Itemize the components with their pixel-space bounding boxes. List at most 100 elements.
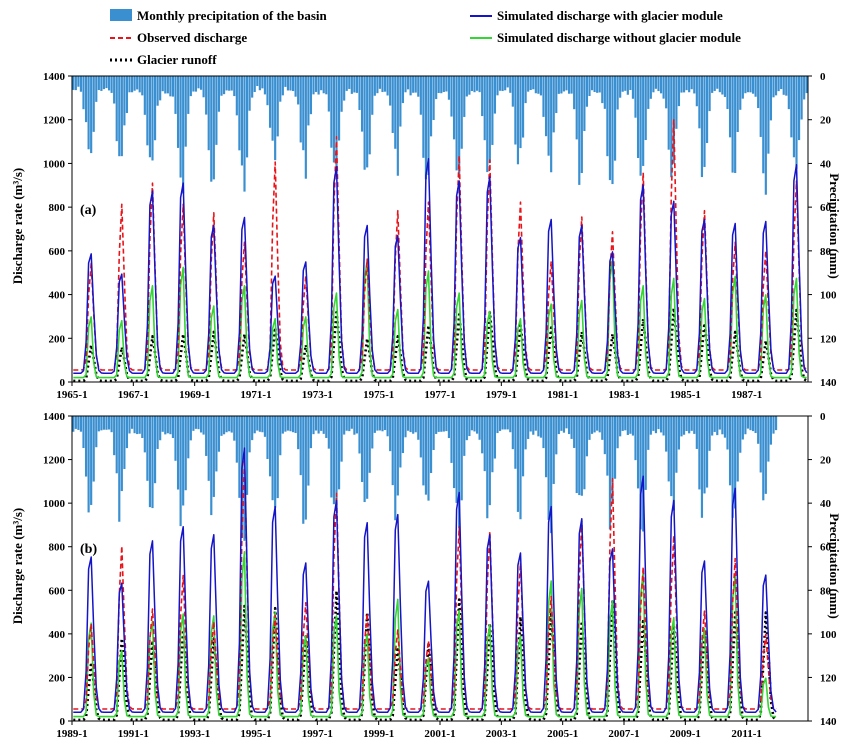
x-tick-label: 1975-1 (363, 389, 394, 401)
precip-bar (417, 416, 420, 440)
precip-bar (690, 416, 693, 431)
precip-bar (726, 416, 729, 450)
precip-bar (665, 76, 668, 109)
precip-bar (705, 416, 709, 488)
precip-bar (450, 416, 453, 463)
precip-bar (544, 76, 548, 137)
precip-bar (721, 76, 724, 95)
precip-bar (289, 416, 292, 432)
precip-bar (419, 416, 422, 458)
series-line-glacier (73, 589, 777, 722)
precip-bar (92, 416, 95, 482)
precip-bar (519, 416, 522, 520)
precip-bar (642, 416, 645, 532)
precip-bar (353, 416, 356, 435)
precip-bar (222, 416, 226, 435)
precip-bar (757, 416, 760, 444)
precip-bar (125, 416, 129, 449)
precip-bar (657, 76, 660, 92)
precip-bar (317, 76, 320, 95)
precip-bar (138, 76, 141, 93)
precip-bar (189, 416, 192, 441)
precip-bar (455, 416, 458, 503)
precip-bar (176, 76, 180, 148)
precip-bar (741, 416, 744, 440)
x-tick-label: 2007-1 (608, 728, 639, 740)
precip-bar (654, 416, 658, 434)
y-tick-label: 0 (60, 377, 66, 389)
precip-bar (371, 416, 374, 449)
precip-bar (332, 76, 336, 163)
precip-bar (774, 76, 778, 96)
precip-bar (762, 416, 765, 501)
legend-sim-without-label: Simulated discharge without glacier modu… (497, 30, 741, 45)
y-tick-label: 200 (49, 672, 66, 684)
precip-bar (721, 416, 724, 435)
precip-bar (238, 416, 241, 498)
precip-bar (718, 76, 721, 93)
precip-bar (570, 76, 573, 94)
precip-bar (243, 76, 246, 192)
precip-bar (667, 76, 670, 150)
precip-bar (751, 416, 755, 432)
x-tick-label: 1991-1 (118, 728, 149, 740)
precip-bar (120, 416, 123, 492)
precip-bar (639, 76, 642, 176)
precip-bar (624, 76, 627, 91)
precip-bar (506, 76, 509, 88)
precip-bar (102, 416, 106, 430)
precip-bar (675, 416, 678, 473)
precip-bar (570, 416, 573, 439)
precip-bar (529, 76, 532, 90)
precip-bar (174, 416, 177, 461)
precip-bar (128, 416, 131, 434)
precip-bar (621, 76, 624, 92)
precip-bar (386, 416, 389, 437)
precip-bar (496, 416, 499, 434)
precip-bar (348, 416, 351, 432)
precip-bar (401, 76, 405, 104)
precip-bar (276, 416, 279, 499)
precip-bar (695, 416, 698, 449)
precip-bar (358, 416, 361, 454)
precip-bar (309, 76, 313, 115)
precip-bar (391, 76, 394, 133)
precip-bar (739, 416, 742, 453)
precip-bar (777, 76, 780, 92)
x-tick-label: 1989-1 (56, 728, 87, 740)
y-tick-label: 1400 (43, 411, 66, 423)
y2-tick-label: 40 (820, 158, 832, 170)
precip-bar (550, 416, 553, 534)
precip-bar (107, 416, 111, 430)
precip-bar (608, 416, 612, 530)
precip-bar (274, 416, 277, 508)
precip-bar (184, 76, 187, 147)
precip-bar (649, 416, 652, 435)
precip-bar (90, 416, 93, 505)
precip-bar (759, 416, 762, 473)
precip-bar (345, 416, 348, 431)
precip-bar (123, 76, 126, 126)
precip-bar (194, 76, 198, 92)
precip-bar (509, 76, 512, 93)
precip-bar (619, 76, 622, 98)
precip-bar (192, 76, 195, 92)
precip-bar (723, 416, 727, 438)
y2-tick-label: 20 (820, 455, 832, 467)
precip-bar (409, 76, 412, 96)
precip-bar (312, 76, 315, 95)
y2-tick-label: 140 (820, 377, 837, 389)
precip-bar (289, 76, 292, 91)
precip-bar (677, 76, 681, 107)
precip-bar (611, 416, 614, 502)
precip-bar (565, 76, 568, 91)
precip-bar (153, 76, 157, 141)
precip-bar (598, 416, 601, 433)
precip-bar (440, 416, 443, 432)
precip-bar (764, 416, 767, 494)
x-tick-label: 1967-1 (118, 389, 149, 401)
precip-bar (700, 416, 704, 518)
y-tick-label: 600 (49, 585, 66, 597)
precip-bar (258, 76, 261, 91)
precip-bar (210, 416, 213, 516)
